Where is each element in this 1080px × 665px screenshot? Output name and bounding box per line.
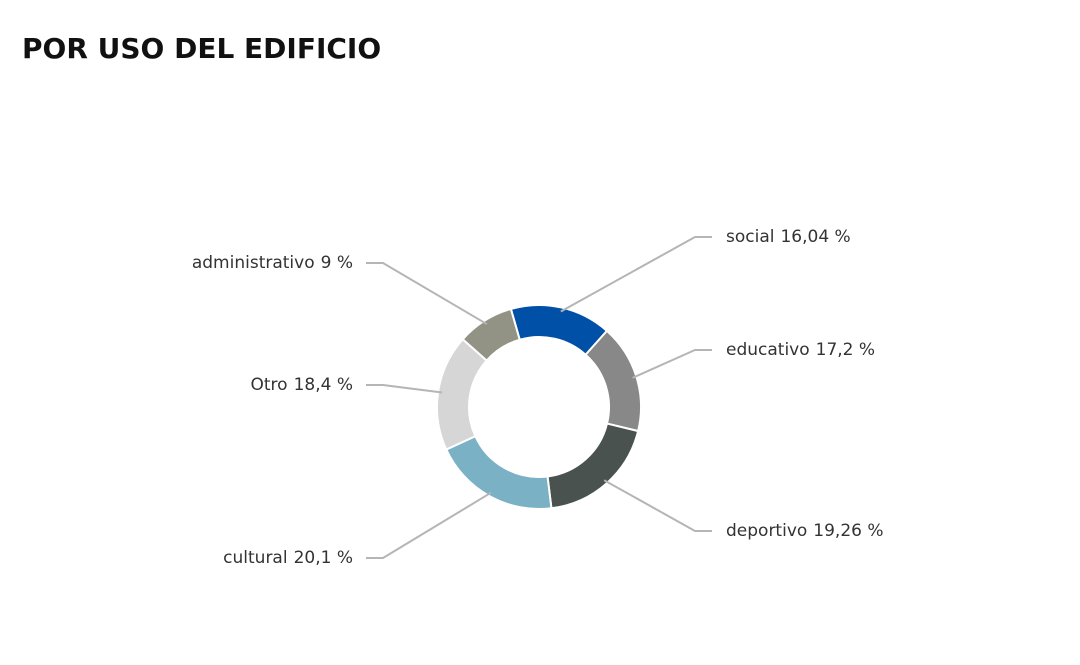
category-label: educativo	[726, 340, 810, 360]
data-label: educativo 17,2 %	[726, 340, 875, 360]
leader-line	[366, 384, 443, 394]
value-label: 9 %	[321, 253, 353, 273]
value-label: 20,1 %	[294, 548, 353, 568]
donut-segment	[461, 307, 521, 362]
data-label: social 16,04 %	[726, 227, 851, 247]
category-label: administrativo	[192, 253, 315, 273]
category-label: Otro	[251, 375, 288, 395]
leader-line	[603, 479, 712, 532]
leader-line	[632, 349, 712, 379]
data-label: administrativo 9 %	[192, 253, 353, 273]
chart-title: POR USO DEL EDIFICIO	[22, 32, 381, 65]
value-label: 16,04 %	[780, 227, 850, 247]
donut-segment	[584, 329, 642, 433]
data-label: cultural 20,1 %	[223, 548, 353, 568]
data-label: Otro 18,4 %	[251, 375, 354, 395]
value-label: 18,4 %	[294, 375, 353, 395]
category-label: social	[726, 227, 774, 247]
leader-line	[366, 262, 488, 325]
leader-line	[366, 491, 492, 559]
donut-segment	[546, 422, 640, 510]
category-label: cultural	[223, 548, 287, 568]
value-label: 19,26 %	[813, 521, 883, 541]
donut-segment	[436, 337, 489, 451]
data-label: deportivo 19,26 %	[726, 521, 884, 541]
category-label: deportivo	[726, 521, 807, 541]
leader-line	[560, 236, 712, 313]
donut-segment	[444, 434, 553, 510]
value-label: 17,2 %	[816, 340, 875, 360]
